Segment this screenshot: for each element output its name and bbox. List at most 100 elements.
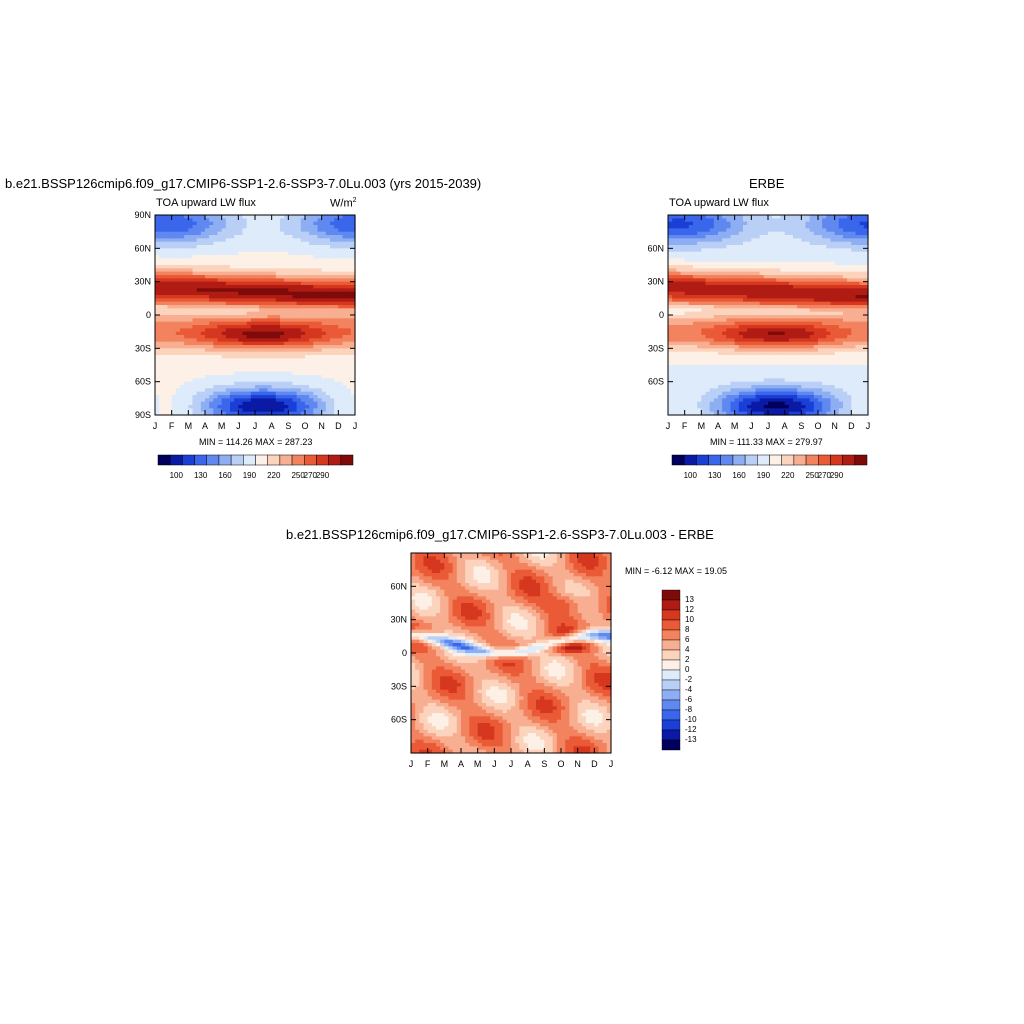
heatmap-cell: [230, 298, 235, 303]
heatmap-cell: [780, 261, 786, 266]
heatmap-cell: [296, 325, 302, 329]
heatmap-cell: [330, 291, 335, 296]
heatmap-cell: [722, 251, 727, 256]
heatmap-cell: [255, 388, 260, 393]
heatmap-cell: [242, 385, 248, 389]
heatmap-cell: [280, 331, 285, 336]
heatmap-cell: [751, 271, 757, 276]
heatmap-cell: [797, 215, 802, 219]
heatmap-cell: [726, 298, 732, 303]
heatmap-cell: [763, 385, 769, 389]
heatmap-cell: [755, 285, 761, 289]
heatmap-cell: [188, 261, 194, 266]
heatmap-cell: [768, 231, 773, 236]
heatmap-cell: [205, 308, 210, 313]
heatmap-cell: [188, 408, 194, 413]
heatmap-cell: [763, 235, 769, 239]
heatmap-cell: [334, 378, 339, 383]
heatmap-cell: [321, 361, 327, 366]
heatmap-cell: [284, 391, 289, 396]
heatmap-cell: [747, 385, 752, 389]
heatmap-cell: [305, 381, 310, 386]
heatmap-cell: [726, 348, 732, 353]
heatmap-cell: [788, 221, 794, 226]
heatmap-cell: [805, 291, 811, 296]
heatmap-cell: [672, 225, 677, 229]
heatmap-cell: [242, 251, 248, 256]
heatmap-cell: [330, 325, 335, 329]
heatmap-cell: [255, 265, 260, 269]
heatmap-cell: [288, 388, 294, 393]
heatmap-cell: [221, 298, 227, 303]
heatmap-cell: [159, 271, 164, 276]
heatmap-cell: [676, 361, 682, 366]
heatmap-cell: [255, 225, 260, 229]
x-tick-label: J: [236, 421, 241, 431]
heatmap-cell: [242, 295, 248, 299]
heatmap-cell: [175, 345, 181, 349]
heatmap-cell: [780, 405, 786, 409]
heatmap-cell: [213, 281, 219, 286]
heatmap-cell: [159, 335, 164, 339]
heatmap-cell: [246, 265, 252, 269]
heatmap-cell: [747, 361, 752, 366]
heatmap-cell: [705, 245, 711, 249]
heatmap-cell: [225, 371, 231, 376]
heatmap-cell: [797, 235, 802, 239]
heatmap-cell: [192, 241, 198, 246]
heatmap-cell: [797, 278, 802, 283]
heatmap-cell: [738, 301, 744, 306]
heatmap-cell: [784, 245, 790, 249]
heatmap-cell: [225, 408, 231, 413]
heatmap-cell: [701, 225, 707, 229]
heatmap-cell: [205, 401, 210, 406]
heatmap-cell: [755, 258, 761, 263]
heatmap-cell: [338, 228, 344, 233]
heatmap-cell: [242, 315, 248, 319]
heatmap-cell: [242, 391, 248, 396]
heatmap-cell: [175, 271, 181, 276]
heatmap-cell: [772, 241, 777, 246]
heatmap-cell: [338, 375, 344, 379]
heatmap-cell: [296, 368, 302, 373]
heatmap-cell: [159, 301, 164, 306]
heatmap-cell: [325, 321, 331, 326]
heatmap-cell: [801, 351, 807, 356]
colorbar-swatch: [316, 454, 329, 466]
heatmap-cell: [705, 335, 711, 339]
heatmap-cell: [196, 238, 202, 243]
heatmap-cell: [743, 228, 748, 233]
heatmap-cell: [693, 231, 698, 236]
heatmap-cell: [797, 261, 802, 266]
heatmap-cell: [267, 405, 273, 409]
heatmap-cell: [155, 391, 160, 396]
heatmap-cell: [321, 255, 327, 259]
heatmap-cell: [209, 285, 214, 289]
heatmap-cell: [350, 365, 356, 369]
heatmap-cell: [672, 361, 677, 366]
heatmap-cell: [238, 278, 244, 283]
heatmap-cell: [180, 245, 185, 249]
heatmap-cell: [734, 238, 740, 243]
heatmap-cell: [167, 261, 173, 266]
heatmap-cell: [321, 288, 327, 293]
heatmap-cell: [205, 271, 210, 276]
heatmap-cell: [684, 335, 690, 339]
heatmap-cell: [267, 225, 273, 229]
heatmap-cell: [309, 321, 314, 326]
heatmap-cell: [734, 321, 740, 326]
heatmap-cell: [284, 331, 289, 336]
heatmap-cell: [680, 351, 686, 356]
heatmap-cell: [330, 258, 335, 263]
heatmap-cell: [259, 235, 264, 239]
heatmap-cell: [175, 341, 181, 346]
heatmap-cell: [263, 238, 269, 243]
heatmap-cell: [705, 288, 711, 293]
heatmap-cell: [747, 281, 752, 286]
heatmap-cell: [180, 318, 185, 323]
heatmap-cell: [221, 378, 227, 383]
heatmap-cell: [263, 265, 269, 269]
heatmap-cell: [288, 381, 294, 386]
heatmap-cell: [676, 295, 682, 299]
heatmap-cell: [305, 298, 310, 303]
